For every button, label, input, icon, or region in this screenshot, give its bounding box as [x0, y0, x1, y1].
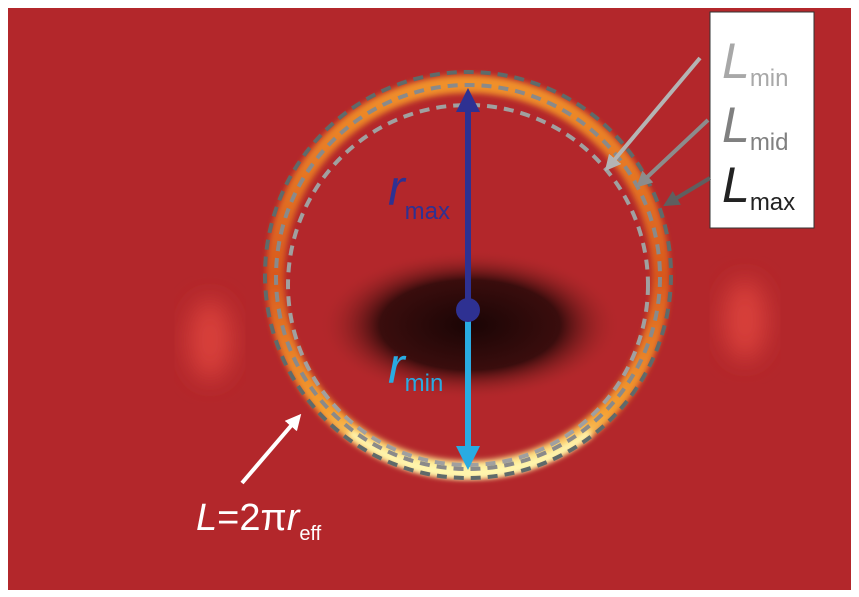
figure: Lmin Lmid Lmax rmax rmin L=2πreff	[0, 0, 859, 597]
center-dot	[456, 298, 480, 322]
side-spot	[188, 300, 232, 380]
side-spot	[723, 280, 767, 360]
